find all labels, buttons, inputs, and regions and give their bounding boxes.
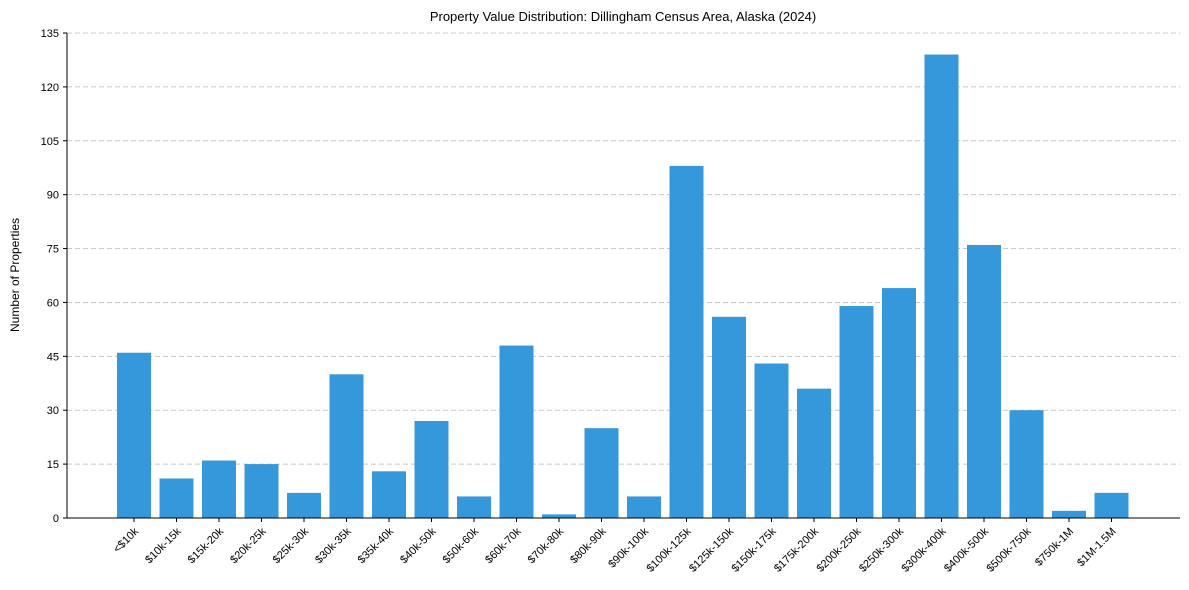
y-tick-label: 105 — [41, 136, 59, 148]
x-tick-label: $100k-125k — [644, 525, 693, 574]
bar — [967, 244, 1001, 519]
bar — [202, 460, 236, 518]
x-tick-label: $125k-150k — [687, 525, 736, 574]
x-tick-label: $750k-1M — [1033, 526, 1076, 569]
bar — [839, 306, 874, 518]
x-tick-label: $15k-20k — [186, 525, 227, 566]
x-tick-label: $90k-100k — [606, 525, 651, 570]
bar — [712, 316, 746, 518]
bar — [499, 345, 534, 518]
x-tick-label: $35k-40k — [356, 525, 397, 566]
x-tick-label: $175k-200k — [772, 525, 821, 574]
x-tick-label: $10k-15k — [143, 525, 184, 566]
y-tick-label: 120 — [41, 82, 59, 94]
bars — [117, 54, 1129, 519]
y-tick-label: 90 — [47, 190, 59, 202]
bar — [244, 464, 279, 518]
x-tick-label: <$10k — [111, 525, 141, 555]
x-ticks: <$10k $10k-15k $15k-20k $20k-25k $25k-30k $30… — [111, 518, 1119, 575]
x-tick-label: $200k-250k — [814, 525, 863, 574]
x-tick-label: $150k-175k — [729, 525, 778, 574]
bar — [414, 421, 449, 518]
y-tick-label: 135 — [41, 28, 59, 40]
x-tick-label: $25k-30k — [271, 525, 312, 566]
x-tick-label: $40k-50k — [398, 525, 439, 566]
bar — [372, 471, 406, 518]
x-tick-label: $70k-80k — [526, 525, 567, 566]
bar — [797, 388, 831, 518]
x-tick-label: $300k-400k — [899, 525, 948, 574]
x-tick-label: $20k-25k — [228, 525, 269, 566]
bar — [287, 492, 321, 518]
y-tick-label: 45 — [47, 351, 59, 363]
bar — [1009, 410, 1044, 518]
y-tick-label: 0 — [53, 513, 59, 525]
y-tick-label: 30 — [47, 405, 59, 417]
x-tick-label: $80k-90k — [568, 525, 609, 566]
bar — [159, 478, 194, 518]
y-tick-label: 75 — [47, 244, 59, 256]
bar — [329, 374, 364, 518]
bar — [669, 165, 704, 519]
x-tick-label: $250k-300k — [857, 525, 906, 574]
gridlines — [67, 32, 1180, 465]
x-tick-label: $400k-500k — [942, 525, 991, 574]
bar — [627, 496, 661, 518]
y-ticks: 0 15 30 45 60 75 90 105 120 135 — [41, 28, 67, 525]
x-tick-label: $30k-35k — [313, 525, 354, 566]
bar — [457, 496, 491, 518]
y-tick-label: 15 — [47, 459, 59, 471]
bar — [542, 514, 576, 518]
x-tick-label: $50k-60k — [441, 525, 482, 566]
bar — [1052, 510, 1086, 518]
chart-title: Property Value Distribution: Dillingham … — [430, 9, 816, 24]
y-tick-label: 60 — [47, 297, 59, 309]
bar — [1094, 492, 1129, 518]
bar — [882, 288, 916, 518]
bar — [584, 428, 619, 518]
bar — [117, 352, 151, 518]
axes — [66, 33, 1180, 519]
x-tick-label: $1M-1.5M — [1075, 526, 1119, 570]
bar — [754, 363, 789, 518]
x-tick-label: $500k-750k — [984, 525, 1033, 574]
bar — [924, 54, 959, 519]
y-axis-label: Number of Properties — [8, 218, 22, 332]
x-tick-label: $60k-70k — [483, 525, 524, 566]
